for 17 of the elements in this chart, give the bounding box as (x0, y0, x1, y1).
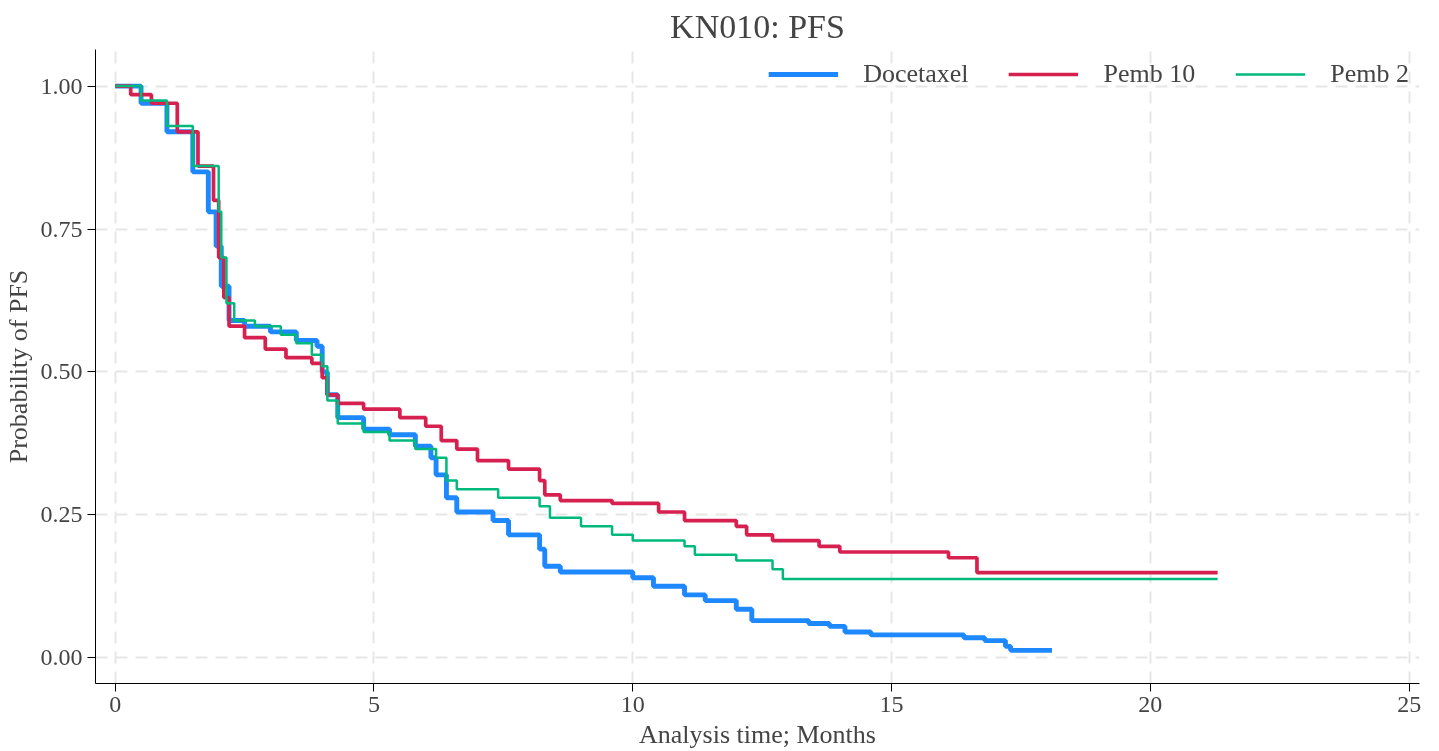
legend-label: Pemb 10 (1103, 59, 1196, 89)
chart-title: KN010: PFS (670, 7, 845, 45)
x-tick-label: 10 (620, 690, 645, 717)
x-tick-label: 25 (1397, 690, 1422, 717)
y-tick-label: 0.50 (40, 358, 83, 385)
x-tick-label: 15 (879, 690, 904, 717)
y-tick-label: 0.00 (40, 644, 83, 671)
y-axis-title: Probability of PFS (3, 269, 33, 464)
x-tick-label: 0 (109, 690, 122, 717)
x-tick-label: 5 (367, 690, 380, 717)
legend-label: Docetaxel (863, 59, 969, 89)
y-tick-label: 1.00 (40, 72, 83, 99)
y-tick-label: 0.75 (40, 215, 83, 242)
x-axis-title: Analysis time; Months (639, 719, 876, 749)
y-tick-label: 0.25 (40, 501, 83, 528)
x-tick-label: 20 (1138, 690, 1163, 717)
legend-label: Pemb 2 (1330, 59, 1409, 89)
